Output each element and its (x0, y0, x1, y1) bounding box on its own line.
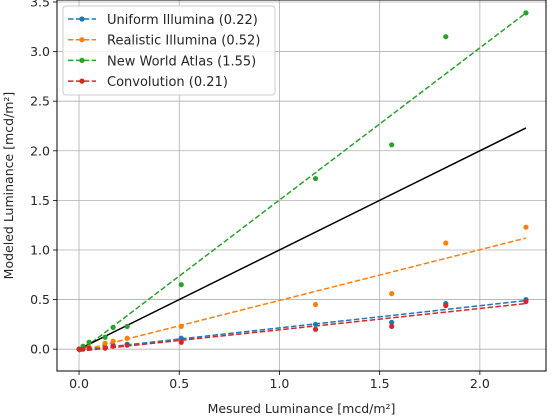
point-series-3 (389, 323, 395, 329)
x-tick-label: 0.0 (69, 376, 89, 391)
x-axis-label: Mesured Luminance [mcd/m²] (208, 401, 396, 416)
point-series-3 (86, 345, 92, 351)
point-series-3 (178, 339, 184, 345)
point-series-1 (312, 301, 319, 308)
legend-label: Uniform Illumina (0.22) (107, 13, 258, 28)
legend-label: Realistic Illumina (0.52) (107, 34, 260, 49)
point-series-2 (110, 324, 116, 330)
point-series-1 (443, 240, 449, 246)
x-axis-ticks: 0.0 0.5 1.0 1.5 2.0 (69, 371, 490, 391)
point-series-2 (86, 339, 92, 345)
point-series-1 (389, 291, 395, 297)
point-series-2 (312, 175, 319, 182)
point-series-0 (312, 321, 319, 327)
fit-line-series-3 (78, 302, 527, 352)
y-tick-label: 3.5 (30, 0, 50, 9)
point-series-3 (312, 326, 319, 332)
point-series-2 (389, 142, 395, 148)
y-tick-label: 1.0 (30, 242, 50, 257)
point-series-3 (110, 343, 116, 349)
y-tick-label: 0.5 (30, 292, 50, 307)
x-tick-label: 1.0 (270, 376, 290, 391)
point-series-3 (80, 346, 86, 352)
point-series-0 (389, 319, 395, 325)
y-tick-label: 1.5 (30, 193, 50, 208)
x-tick-label: 1.5 (370, 376, 390, 391)
point-series-3 (102, 345, 108, 351)
legend-label: Convolution (0.21) (107, 75, 228, 90)
point-series-3 (76, 346, 82, 352)
point-series-2 (102, 334, 108, 340)
y-axis-label: Modeled Luminance [mcd/m²] (1, 92, 16, 280)
point-series-3 (124, 342, 130, 348)
point-series-2 (443, 34, 449, 40)
point-series-2 (178, 282, 184, 288)
y-tick-label: 2.0 (30, 143, 50, 158)
point-series-1 (102, 340, 108, 346)
point-series-1 (178, 323, 184, 329)
point-series-1 (523, 224, 529, 230)
point-series-2 (523, 10, 529, 16)
grid (57, 0, 546, 371)
point-series-0 (178, 335, 184, 341)
chart-points (76, 10, 529, 352)
x-tick-label: 0.5 (169, 376, 189, 391)
legend-swatch-marker (79, 57, 85, 64)
legend-swatch-marker (79, 37, 85, 43)
identity-line (78, 127, 527, 350)
plot-frame (56, 0, 547, 372)
y-tick-label: 0.0 (30, 342, 50, 357)
point-series-3 (523, 298, 529, 305)
y-axis-ticks: 0.0 0.5 1.0 1.5 2.0 2.5 3.0 3.5 (30, 0, 57, 357)
fit-line-series-1 (78, 237, 527, 352)
fit-line-series-0 (78, 299, 527, 351)
legend: Uniform Illumina (0.22) Realistic Illumin… (62, 5, 276, 96)
x-tick-label: 2.0 (470, 376, 490, 391)
legend-frame (62, 5, 276, 96)
legend-label: New World Atlas (1.55) (107, 54, 256, 69)
point-series-2 (124, 323, 130, 329)
legend-swatch-marker (79, 78, 85, 84)
chart-lines (78, 12, 527, 353)
point-series-1 (110, 338, 116, 344)
y-tick-label: 2.5 (30, 94, 50, 109)
fit-line-series-2 (78, 12, 527, 353)
legend-swatch-marker (79, 16, 85, 22)
y-tick-label: 3.0 (30, 44, 50, 59)
point-series-1 (124, 335, 130, 341)
point-series-3 (443, 302, 449, 309)
